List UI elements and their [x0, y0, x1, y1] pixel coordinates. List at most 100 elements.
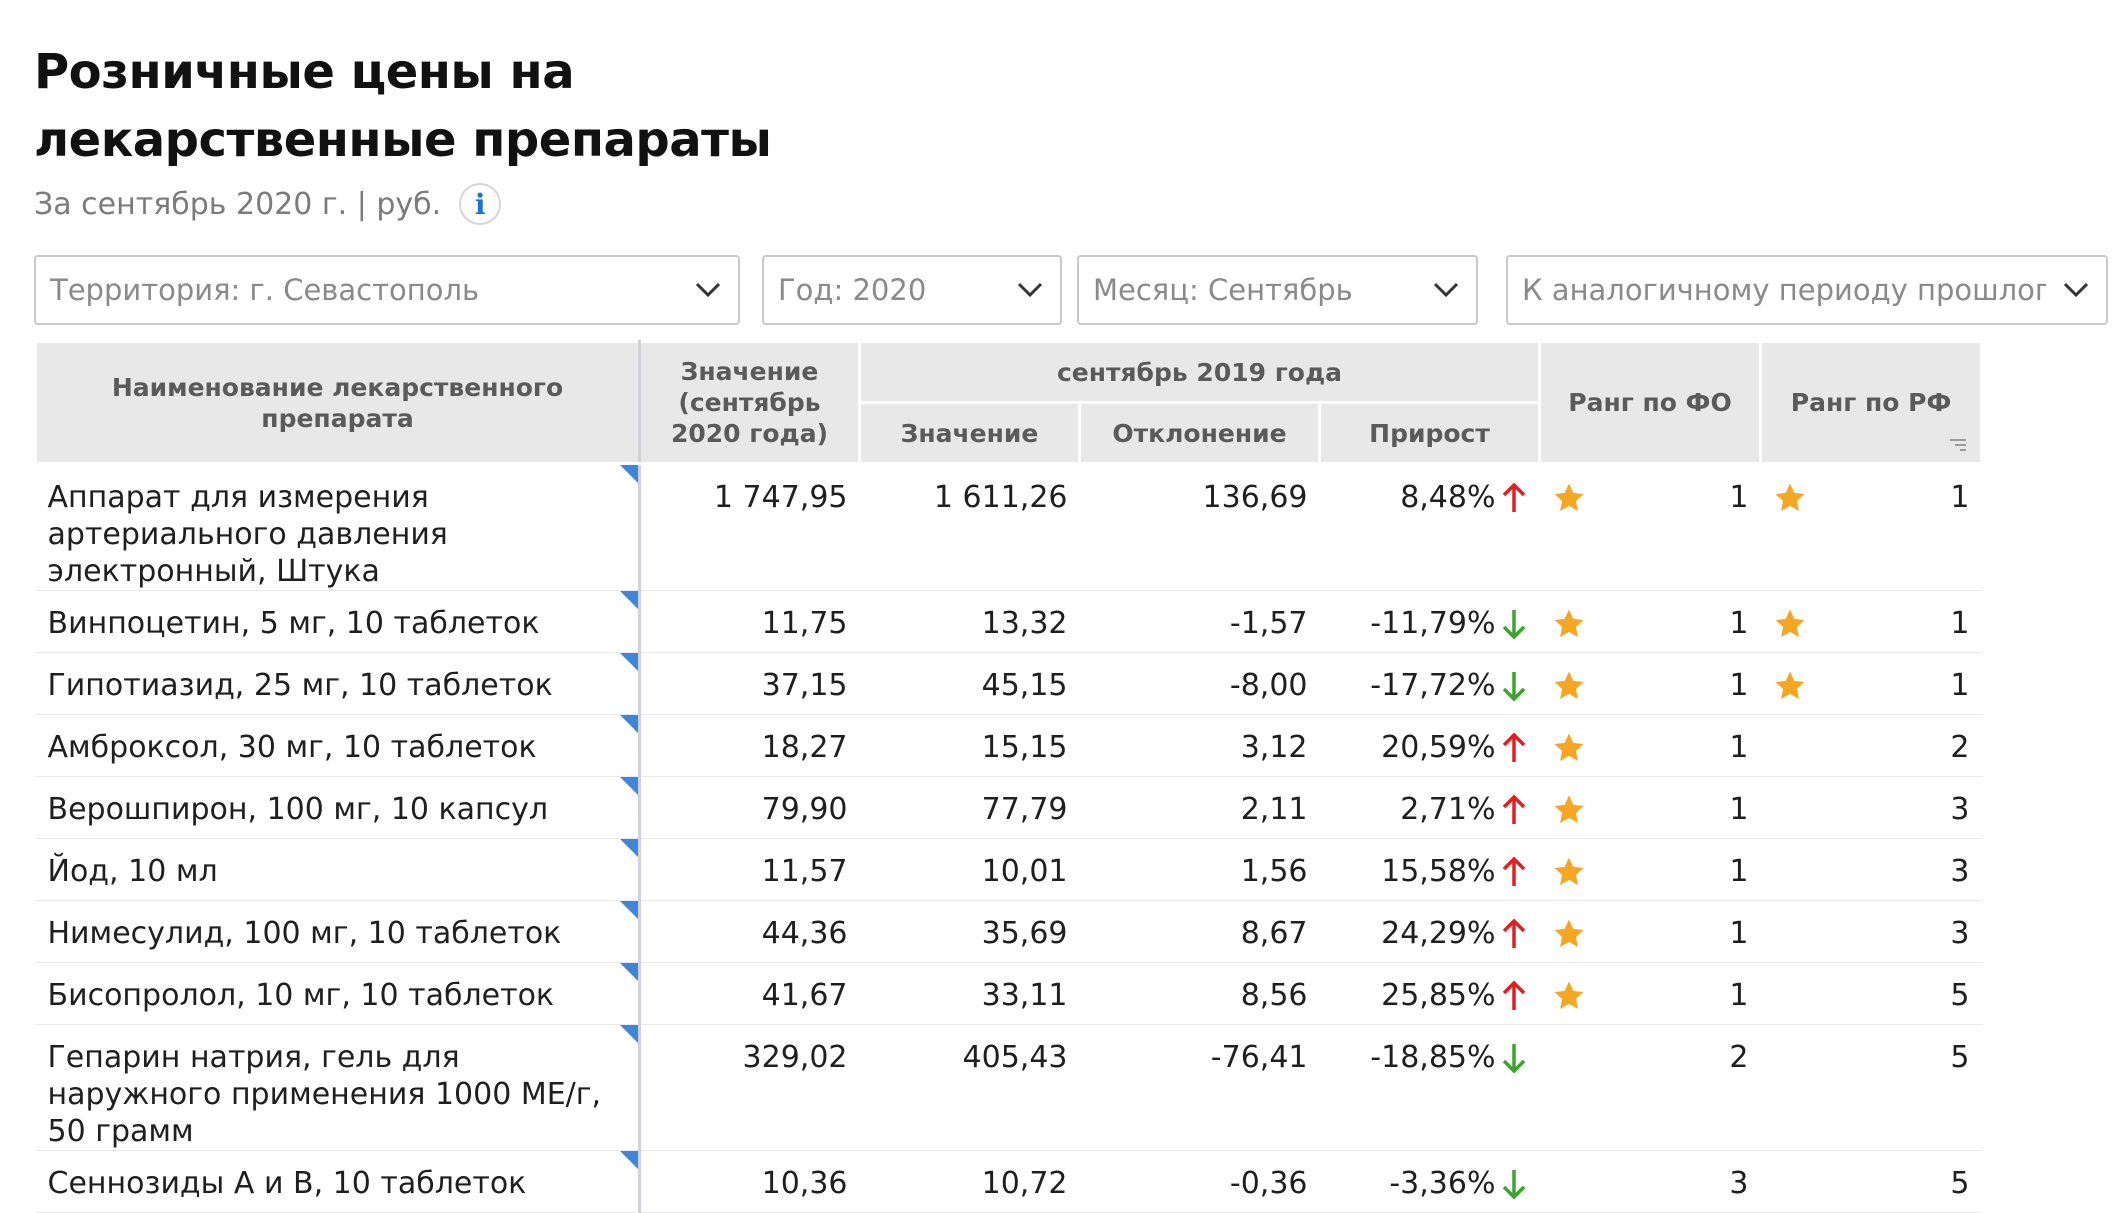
cell-value-2019: 45,15: [859, 652, 1080, 715]
rank-rf-value: 2: [1950, 730, 1970, 765]
rank-rf-value: 1: [1950, 668, 1970, 703]
drug-name: Бисопролол, 10 мг, 10 таблеток: [47, 978, 555, 1013]
growth-value: 2,71%: [1400, 792, 1496, 827]
cell-growth: 2,71%: [1319, 776, 1540, 839]
cell-rank-rf: 3: [1760, 838, 1982, 901]
rank-fo-value: 1: [1729, 916, 1749, 951]
territory-select-value: Территория: г. Севастополь: [50, 273, 480, 307]
rank-rf-value: 5: [1950, 1040, 1970, 1075]
page-subtitle: За сентябрь 2020 г. | руб. i: [34, 182, 502, 226]
rank-rf-value: 3: [1950, 792, 1970, 827]
drug-name: Гепарин натрия, гель для наружного приме…: [47, 1040, 602, 1149]
month-select[interactable]: Месяц: Сентябрь: [1077, 255, 1478, 325]
cell-name: Верошпирон, 100 мг, 10 капсул: [35, 776, 641, 839]
cell-deviation: 3,12: [1079, 714, 1320, 777]
drug-name: Гипотиазид, 25 мг, 10 таблеток: [47, 668, 553, 703]
rank-fo-value: 2: [1729, 1040, 1749, 1075]
header-rank-rf-label: Ранг по РФ: [1790, 388, 1952, 417]
growth-value: 25,85%: [1381, 978, 1496, 1013]
cell-name: Нимесулид, 100 мг, 10 таблеток: [35, 900, 641, 963]
cell-growth: 15,58%: [1319, 838, 1540, 901]
year-select-value: Год: 2020: [778, 273, 927, 307]
star-icon: [1775, 609, 1804, 637]
star-icon: [1554, 919, 1583, 947]
territory-select[interactable]: Территория: г. Севастополь: [34, 255, 740, 325]
year-select[interactable]: Год: 2020: [762, 255, 1062, 325]
cell-value-2019: 77,79: [859, 776, 1080, 839]
cell-deviation: 2,11: [1079, 776, 1320, 839]
cell-deviation: -8,00: [1079, 652, 1320, 715]
row-marker-icon: [620, 1025, 638, 1043]
table-row[interactable]: Нимесулид, 100 мг, 10 таблеток 44,36 35,69…: [35, 900, 1982, 963]
star-icon: [1554, 857, 1583, 885]
rank-rf-value: 5: [1950, 1166, 1970, 1201]
table-row[interactable]: Йод, 10 мл 11,57 10,01 1,56 15,58% 1 3: [35, 838, 1982, 901]
cell-rank-fo: 1: [1539, 838, 1761, 901]
star-icon: [1554, 733, 1583, 761]
star-icon: [1554, 483, 1583, 511]
row-marker-icon: [620, 715, 638, 733]
arrow-up-icon: [1502, 794, 1525, 824]
drug-name: Йод, 10 мл: [47, 854, 218, 889]
cell-rank-rf: 5: [1760, 1150, 1982, 1213]
cell-deviation: 8,67: [1079, 900, 1320, 963]
rank-rf-value: 3: [1950, 854, 1970, 889]
table-row[interactable]: Гипотиазид, 25 мг, 10 таблеток 37,15 45,15…: [35, 652, 1982, 715]
header-value-2020[interactable]: Значение (сентябрь 2020 года): [638, 340, 861, 465]
star-icon: [1775, 483, 1804, 511]
header-deviation[interactable]: Отклонение: [1078, 401, 1321, 465]
growth-value: 24,29%: [1381, 916, 1496, 951]
chevron-down-icon: [678, 257, 738, 323]
arrow-down-icon: [1502, 1169, 1525, 1199]
table-row[interactable]: Гепарин натрия, гель для наружного приме…: [35, 1024, 1982, 1151]
drug-name: Аппарат для измерения артериального давл…: [47, 480, 448, 589]
cell-rank-fo: 2: [1539, 1024, 1761, 1151]
cell-value-2019: 10,72: [859, 1150, 1080, 1213]
comparison-select[interactable]: К аналогичному периоду прошлого г: [1506, 255, 2108, 325]
cell-name: Бисопролол, 10 мг, 10 таблеток: [35, 962, 641, 1025]
cell-growth: 24,29%: [1319, 900, 1540, 963]
cell-value-2020: 11,75: [639, 590, 860, 653]
table-row[interactable]: Амброксол, 30 мг, 10 таблеток 18,27 15,15 3…: [35, 714, 1982, 777]
cell-growth: 25,85%: [1319, 962, 1540, 1025]
table-row[interactable]: Сеннозиды А и В, 10 таблеток 10,36 10,72 -0…: [35, 1150, 1982, 1213]
cell-value-2019: 35,69: [859, 900, 1080, 963]
row-marker-icon: [620, 963, 638, 981]
cell-name: Йод, 10 мл: [35, 838, 641, 901]
row-marker-icon: [620, 901, 638, 919]
rank-fo-value: 1: [1729, 606, 1749, 641]
growth-value: -18,85%: [1370, 1040, 1496, 1075]
header-name[interactable]: Наименование лекарственного препарата: [34, 340, 641, 465]
cell-value-2020: 79,90: [639, 776, 860, 839]
growth-value: 15,58%: [1381, 854, 1496, 889]
cell-rank-fo: 1: [1539, 590, 1761, 653]
cell-growth: -11,79%: [1319, 590, 1540, 653]
table-row[interactable]: Бисопролол, 10 мг, 10 таблеток 41,67 33,11…: [35, 962, 1982, 1025]
row-marker-icon: [620, 777, 638, 795]
cell-rank-rf: 5: [1760, 1024, 1982, 1151]
sort-icon[interactable]: [1948, 436, 1968, 454]
cell-rank-rf: 3: [1760, 900, 1982, 963]
table-row[interactable]: Аппарат для измерения артериального давл…: [35, 463, 1982, 591]
header-rank-rf[interactable]: Ранг по РФ: [1759, 340, 1983, 465]
cell-value-2020: 37,15: [639, 652, 860, 715]
cell-rank-rf: 1: [1760, 652, 1982, 715]
rank-fo-value: 1: [1729, 480, 1749, 515]
drug-name: Нимесулид, 100 мг, 10 таблеток: [47, 916, 562, 951]
table-row[interactable]: Верошпирон, 100 мг, 10 капсул 79,90 77,79 2…: [35, 776, 1982, 839]
arrow-up-icon: [1502, 856, 1525, 886]
cell-rank-rf: 3: [1760, 776, 1982, 839]
header-value-2019[interactable]: Значение: [858, 401, 1081, 465]
arrow-up-icon: [1502, 482, 1525, 512]
table-row[interactable]: Винпоцетин, 5 мг, 10 таблеток 11,75 13,32-…: [35, 590, 1982, 653]
drug-name: Винпоцетин, 5 мг, 10 таблеток: [47, 606, 540, 641]
arrow-up-icon: [1502, 980, 1525, 1010]
arrow-up-icon: [1502, 732, 1525, 762]
page-title: Розничные цены на лекарственные препарат…: [34, 44, 772, 168]
info-icon[interactable]: i: [459, 183, 502, 225]
chevron-down-icon: [1000, 257, 1060, 323]
header-rank-fo[interactable]: Ранг по ФО: [1538, 340, 1762, 465]
cell-value-2019: 15,15: [859, 714, 1080, 777]
header-growth[interactable]: Прирост: [1318, 401, 1541, 465]
cell-rank-fo: 1: [1539, 962, 1761, 1025]
